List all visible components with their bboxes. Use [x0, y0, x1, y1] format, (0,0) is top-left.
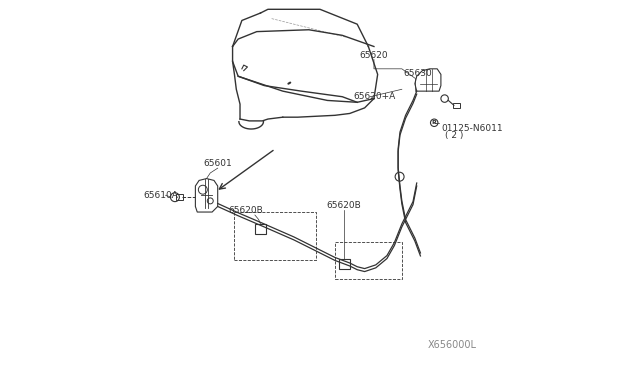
Text: X656000L: X656000L — [428, 340, 476, 350]
Bar — [176, 194, 183, 200]
Text: 65620B: 65620B — [228, 206, 263, 215]
Circle shape — [431, 119, 438, 126]
Bar — [335, 242, 402, 279]
Text: 65630: 65630 — [404, 69, 433, 78]
Text: 65601: 65601 — [204, 159, 232, 168]
Text: 65610A: 65610A — [143, 191, 178, 200]
Bar — [255, 224, 266, 234]
Text: 65620B: 65620B — [327, 201, 362, 210]
Text: 01125-N6011: 01125-N6011 — [441, 124, 502, 133]
Text: ( 2 ): ( 2 ) — [445, 131, 463, 140]
Bar — [339, 259, 349, 269]
Text: 65620+A: 65620+A — [353, 92, 396, 101]
Bar — [453, 103, 460, 108]
Text: 65620: 65620 — [360, 51, 388, 60]
Bar — [234, 212, 316, 260]
Text: R: R — [432, 120, 436, 125]
